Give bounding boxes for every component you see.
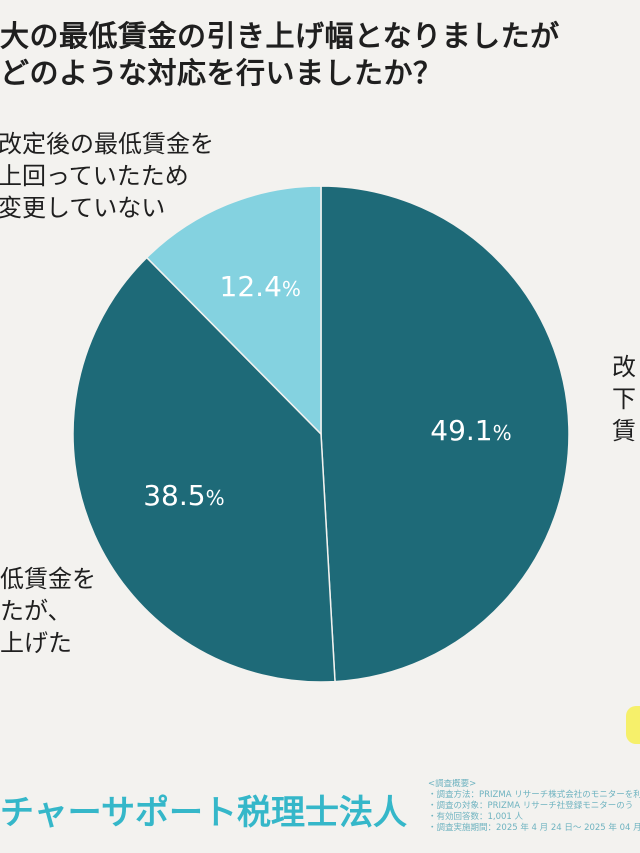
label-right: 改 下 賃 xyxy=(612,351,636,447)
pie-slice-2 xyxy=(72,256,336,683)
title-line-2: どのような対応を行いましたか？ xyxy=(0,56,443,90)
label-top-left-line-3: 変更していない xyxy=(0,194,166,222)
survey-notes-heading: <調査概要> xyxy=(428,779,477,789)
label-bottom-left: 低賃金を たが、 上げた xyxy=(0,563,96,659)
pie-slice-1 xyxy=(320,185,570,683)
label-bottom-left-line-2: たが、 xyxy=(0,597,72,625)
label-top-left-line-2: 上回っていたため xyxy=(0,162,189,190)
slice-label-3: 12.4% xyxy=(220,270,301,303)
slice-label-2: 38.5% xyxy=(143,479,224,512)
highlight-badge xyxy=(626,706,640,744)
slice-label-1: 49.1% xyxy=(430,414,511,447)
survey-note-period: ・調査実施期間：2025 年 4 月 24 日〜 2025 年 04 月 2 xyxy=(428,823,640,833)
brand-name: チャーサポート税理士法人 xyxy=(0,793,407,833)
survey-note-count: ・有効回答数：1,001 人 xyxy=(428,812,524,822)
survey-note-method: ・調査方法：PRIZMA リサーチ株式会社のモニターを利 xyxy=(428,790,640,800)
chart-title: 大の最低賃金の引き上げ幅となりましたが どのような対応を行いましたか？ xyxy=(0,18,640,92)
survey-note-target: ・調査の対象：PRIZMA リサーチ社登録モニターのう xyxy=(428,801,634,811)
label-right-line-3: 賃 xyxy=(612,417,636,445)
label-right-line-2: 下 xyxy=(612,385,636,413)
label-top-left: 改定後の最低賃金を 上回っていたため 変更していない xyxy=(0,128,214,224)
label-right-line-1: 改 xyxy=(612,353,636,381)
label-bottom-left-line-3: 上げた xyxy=(0,629,72,657)
survey-notes: <調査概要> ・調査方法：PRIZMA リサーチ株式会社のモニターを利 ・調査の… xyxy=(428,779,640,834)
title-line-1: 大の最低賃金の引き上げ幅となりましたが xyxy=(0,19,560,53)
label-top-left-line-1: 改定後の最低賃金を xyxy=(0,130,214,158)
pie-slice-3 xyxy=(145,185,322,436)
label-bottom-left-line-1: 低賃金を xyxy=(0,565,96,593)
